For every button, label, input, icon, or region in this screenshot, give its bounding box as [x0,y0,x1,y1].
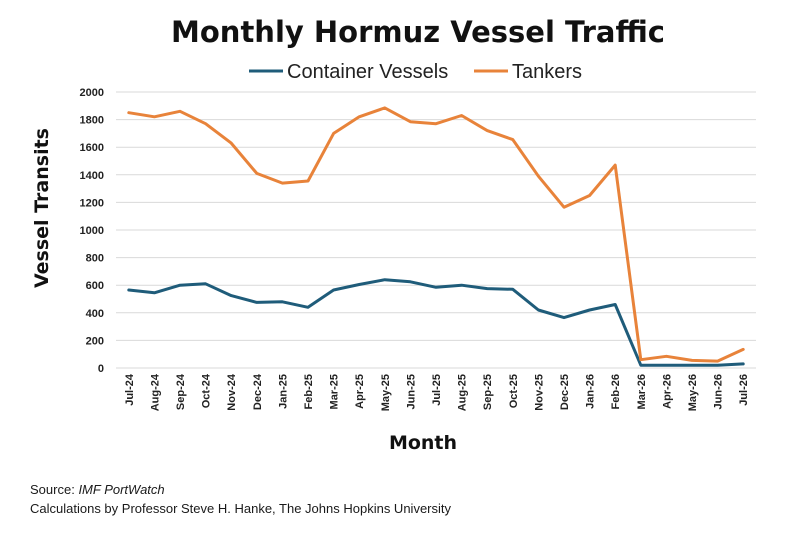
x-tick-label: Aug-24 [149,373,161,411]
x-axis-title: Month [389,432,457,454]
series-line-tankers [127,106,745,363]
y-tick-label: 1200 [80,197,104,209]
series-lines [127,106,745,367]
x-tick-label: May-26 [687,374,699,411]
x-tick-label: Feb-26 [610,374,622,409]
x-tick-label: Oct-25 [508,374,520,408]
legend: Container Vessels Tankers [249,61,582,83]
series-line-container-vessels [127,278,745,367]
x-tick-label: Jul-25 [431,374,443,406]
legend-label-tankers: Tankers [512,61,582,83]
y-tick-label: 1600 [80,142,104,154]
x-tick-label: Jan-25 [277,374,289,409]
x-tick-label: Nov-25 [533,374,545,411]
x-tick-label: Dec-25 [559,374,571,410]
x-tick-label: Oct-24 [201,373,213,408]
y-tick-label: 400 [86,308,104,320]
x-tick-label: Mar-25 [329,374,341,409]
x-tick-label: Jan-26 [585,374,597,409]
y-axis-ticks: 0 200 400 600 800 1000 1200 1400 1600 1800 2000 [80,87,104,375]
y-tick-label: 2000 [80,87,104,99]
y-tick-label: 0 [98,363,104,375]
gridlines [116,91,756,369]
x-tick-label: Nov-24 [226,373,238,411]
x-tick-label: Apr-26 [661,374,673,409]
source-name: IMF PortWatch [78,482,165,497]
y-tick-label: 1000 [80,225,104,237]
x-tick-label: Jun-26 [713,374,725,409]
x-tick-label: Sep-24 [175,373,187,410]
y-tick-label: 600 [86,280,104,292]
y-axis-title: Vessel Transits [31,128,53,288]
x-tick-label: Jun-25 [405,374,417,409]
y-tick-label: 800 [86,253,104,265]
x-tick-label: Feb-25 [303,374,315,409]
x-tick-label: Dec-24 [252,373,264,410]
x-tick-label: Jul-24 [124,373,136,406]
y-tick-label: 200 [86,335,104,347]
source-label: Source: [30,482,75,497]
x-tick-label: Mar-26 [636,374,648,409]
x-tick-label: Jul-26 [738,374,750,406]
legend-label-container-vessels: Container Vessels [287,61,448,83]
x-tick-label: Apr-25 [354,374,366,409]
x-tick-label: Sep-25 [482,374,494,410]
y-tick-label: 1800 [80,115,104,127]
calculations-note: Calculations by Professor Steve H. Hanke… [30,501,452,516]
y-tick-label: 1400 [80,170,104,182]
source-note: Source: IMF PortWatch [30,482,165,497]
x-tick-label: May-25 [380,374,392,411]
x-axis-ticks: Jul-24 Aug-24 Sep-24 Oct-24 Nov-24 Dec-24 Jan-… [124,373,750,411]
chart-title: Monthly Hormuz Vessel Traffic [171,15,665,49]
x-tick-label: Aug-25 [457,374,469,411]
